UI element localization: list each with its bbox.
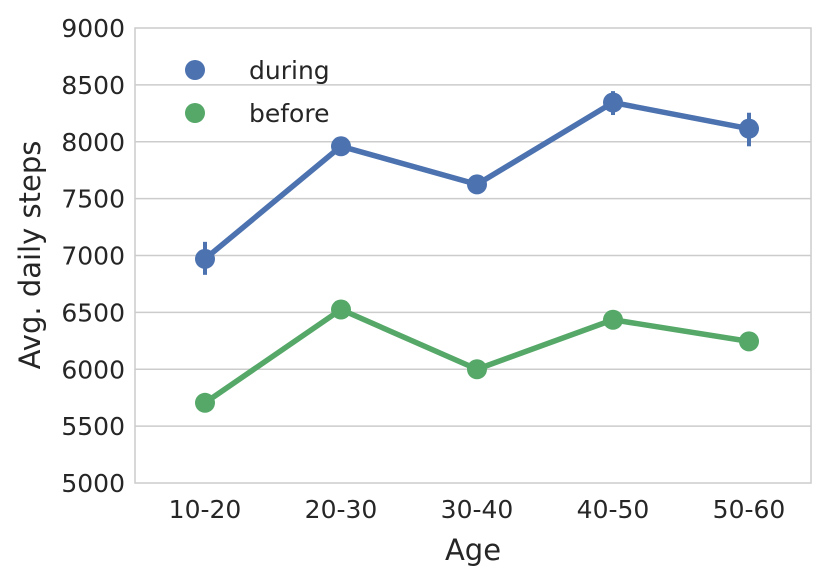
series-during bbox=[195, 91, 759, 275]
y-tick-5000: 5000 bbox=[61, 469, 125, 498]
point-during-30-40 bbox=[467, 174, 487, 195]
legend-label-during: during bbox=[249, 56, 330, 85]
y-tick-8500: 8500 bbox=[61, 71, 125, 100]
y-tick-6500: 6500 bbox=[61, 298, 125, 327]
x-tick-40-50: 40-50 bbox=[577, 495, 650, 524]
point-before-40-50 bbox=[603, 309, 623, 330]
legend: during before bbox=[185, 56, 330, 128]
y-tick-9000: 9000 bbox=[61, 14, 125, 43]
legend-marker-before bbox=[185, 103, 205, 123]
series-before bbox=[195, 299, 759, 413]
series-layer bbox=[195, 91, 759, 413]
legend-label-before: before bbox=[249, 99, 329, 128]
point-during-10-20 bbox=[195, 248, 215, 269]
x-tick-10-20: 10-20 bbox=[169, 495, 242, 524]
y-tick-6000: 6000 bbox=[61, 355, 125, 384]
point-before-50-60 bbox=[739, 331, 759, 352]
point-before-10-20 bbox=[195, 392, 215, 413]
y-tick-7500: 7500 bbox=[61, 185, 125, 214]
x-tick-50-60: 50-60 bbox=[713, 495, 786, 524]
legend-marker-during bbox=[185, 60, 205, 80]
y-tick-7000: 7000 bbox=[61, 242, 125, 271]
point-before-30-40 bbox=[467, 359, 487, 380]
point-before-20-30 bbox=[331, 299, 351, 320]
y-tick-8000: 8000 bbox=[61, 128, 125, 157]
y-tick-labels: 5000 5500 6000 6500 7000 7500 8000 8500 9000 bbox=[61, 14, 125, 498]
point-during-20-30 bbox=[331, 136, 351, 157]
x-tick-20-30: 20-30 bbox=[305, 495, 378, 524]
point-during-50-60 bbox=[739, 118, 759, 139]
y-tick-5500: 5500 bbox=[61, 412, 125, 441]
point-during-40-50 bbox=[603, 92, 623, 113]
grid-lines bbox=[135, 84, 811, 427]
x-axis-label: Age bbox=[445, 533, 501, 567]
y-axis-label: Avg. daily steps bbox=[13, 141, 47, 370]
x-tick-labels: 10-20 20-30 30-40 40-50 50-60 bbox=[169, 495, 786, 524]
x-tick-30-40: 30-40 bbox=[441, 495, 514, 524]
